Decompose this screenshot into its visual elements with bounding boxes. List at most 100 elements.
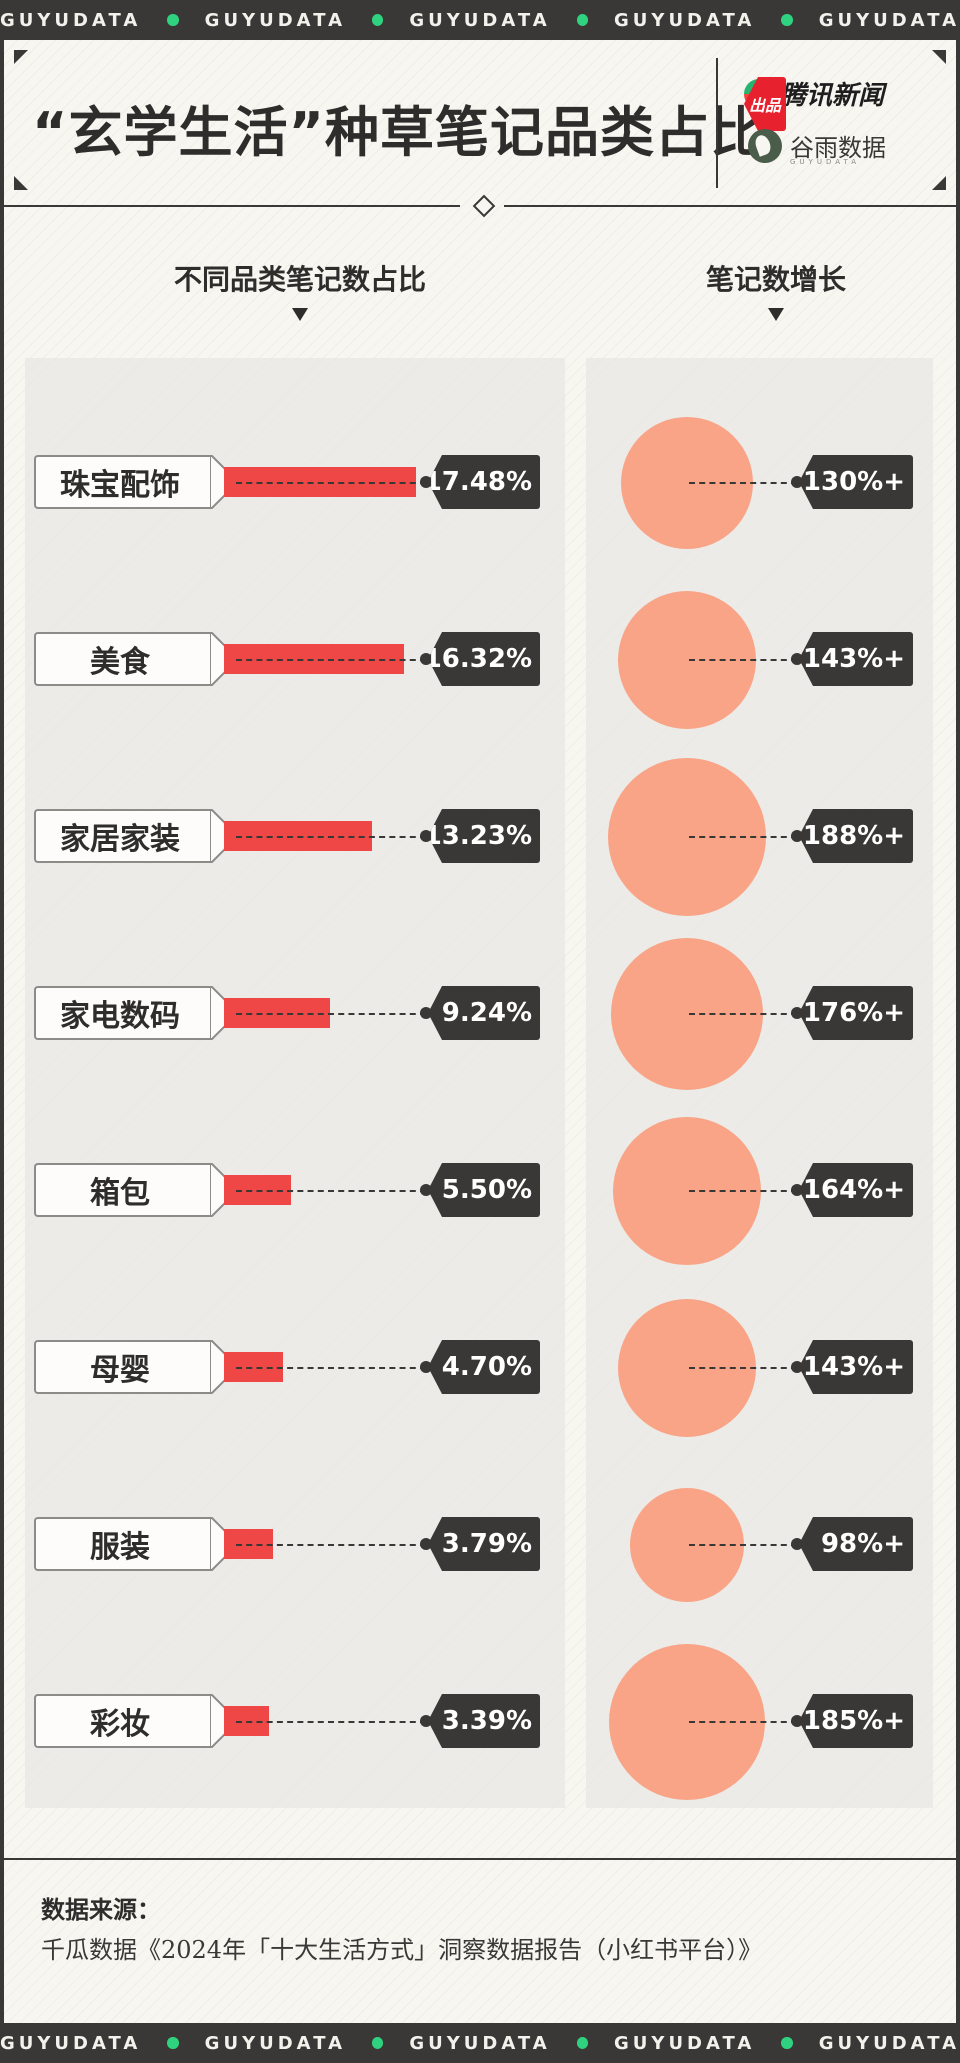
share-leader-knob	[420, 476, 432, 488]
growth-leader-knob	[791, 653, 803, 665]
corner-mark	[14, 176, 28, 190]
category-label: 家居家装	[34, 809, 212, 863]
brand-word: GUYUDATA	[818, 2032, 960, 2054]
share-leader-line	[236, 1544, 426, 1546]
category-label: 珠宝配饰	[34, 455, 212, 509]
share-leader-line	[236, 482, 426, 484]
category-label: 彩妆	[34, 1694, 212, 1748]
brand-word: GUYUDATA	[614, 2032, 756, 2054]
growth-value-tag: 164%+	[799, 1163, 913, 1217]
guyu-data-logo: 谷雨数据 GUYUDATA	[748, 128, 886, 166]
share-panel	[25, 358, 565, 1808]
green-dot-icon	[781, 14, 793, 26]
diamond-ornament	[472, 194, 496, 218]
share-leader-knob	[420, 1184, 432, 1196]
green-dot-icon	[576, 2037, 589, 2049]
category-label: 家电数码	[34, 986, 212, 1040]
guyu-leaf-icon	[748, 128, 782, 163]
growth-leader-knob	[791, 830, 803, 842]
growth-value-tag: 143%+	[799, 1340, 913, 1394]
tencent-news-name: 腾讯新闻	[780, 81, 885, 111]
infographic-page: “玄学生活”种草笔记品类占比 腾讯新闻 出品 谷雨数据 GUYUDATA 不同品…	[4, 40, 956, 2023]
header-divider	[716, 58, 718, 188]
bottom-brand-band: GUYUDATA GUYUDATA GUYUDATA GUYUDATA GUYUDATA	[0, 2023, 960, 2063]
category-label: 母婴	[34, 1340, 212, 1394]
share-value-tag: 3.79%	[428, 1517, 540, 1571]
brand-word: GUYUDATA	[409, 9, 551, 31]
share-value-tag: 5.50%	[428, 1163, 540, 1217]
category-label: 箱包	[34, 1163, 212, 1217]
guyu-data-name: 谷雨数据	[790, 134, 886, 162]
growth-leader-knob	[791, 1715, 803, 1727]
growth-value-tag: 188%+	[799, 809, 913, 863]
growth-leader-line	[689, 1190, 797, 1192]
share-value-tag: 3.39%	[428, 1694, 540, 1748]
brand-word: GUYUDATA	[818, 9, 960, 31]
growth-panel	[586, 358, 933, 1808]
right-column-heading-text: 笔记数增长	[705, 263, 846, 296]
chart-row: 家电数码 9.24% 176%+	[4, 938, 956, 1090]
green-dot-icon	[167, 2037, 179, 2049]
growth-leader-knob	[791, 1184, 803, 1196]
growth-leader-knob	[791, 476, 803, 488]
growth-value-tag: 143%+	[799, 632, 913, 686]
source-text: 千瓜数据《2024年「十大生活方式」洞察数据报告（小红书平台）》	[41, 1936, 763, 1964]
growth-value-tag: 176%+	[799, 986, 913, 1040]
header-rule-right	[504, 205, 956, 207]
footer-rule	[4, 1858, 956, 1860]
share-leader-knob	[420, 653, 432, 665]
left-column-heading-text: 不同品类笔记数占比	[173, 263, 426, 296]
green-dot-icon	[576, 14, 589, 26]
growth-leader-line	[689, 1367, 797, 1369]
growth-value-tag: 130%+	[799, 455, 913, 509]
growth-leader-line	[689, 482, 797, 484]
share-leader-line	[236, 1013, 426, 1015]
share-leader-knob	[420, 1715, 432, 1727]
share-leader-line	[236, 836, 426, 838]
growth-leader-line	[689, 1544, 797, 1546]
header-rule-left	[4, 205, 460, 207]
chart-row: 母婴 4.70% 143%+	[4, 1299, 956, 1437]
share-leader-knob	[420, 1007, 432, 1019]
chart-row: 箱包 5.50% 164%+	[4, 1117, 956, 1265]
category-label: 美食	[34, 632, 212, 686]
growth-value-tag: 98%+	[799, 1517, 913, 1571]
left-column-heading: 不同品类笔记数占比	[100, 258, 500, 321]
green-dot-icon	[372, 14, 384, 26]
growth-leader-line	[689, 1721, 797, 1723]
category-label: 服装	[34, 1517, 212, 1571]
growth-leader-line	[689, 836, 797, 838]
growth-leader-knob	[791, 1538, 803, 1550]
growth-leader-line	[689, 1013, 797, 1015]
chart-row: 彩妆 3.39% 185%+	[4, 1644, 956, 1800]
guyu-data-sub: GUYUDATA	[790, 158, 860, 166]
share-leader-line	[236, 1367, 426, 1369]
green-dot-icon	[167, 14, 179, 26]
share-leader-line	[236, 1721, 426, 1723]
chart-row: 美食 16.32% 143%+	[4, 591, 956, 729]
growth-value-tag: 185%+	[799, 1694, 913, 1748]
chart-row: 家居家装 13.23% 188%+	[4, 758, 956, 916]
share-value-tag: 16.32%	[428, 632, 540, 686]
down-arrow-icon	[292, 308, 308, 321]
growth-leader-knob	[791, 1361, 803, 1373]
growth-leader-knob	[791, 1007, 803, 1019]
growth-leader-line	[689, 659, 797, 661]
share-value-tag: 4.70%	[428, 1340, 540, 1394]
share-leader-line	[236, 659, 426, 661]
chart-row: 服装 3.79% 98%+	[4, 1488, 956, 1602]
share-value-tag: 17.48%	[428, 455, 540, 509]
corner-mark	[932, 176, 946, 190]
green-dot-icon	[372, 2037, 384, 2049]
brand-word: GUYUDATA	[614, 9, 756, 31]
top-brand-band: GUYUDATA GUYUDATA GUYUDATA GUYUDATA GUYUDATA	[0, 0, 960, 40]
share-value-tag: 13.23%	[428, 809, 540, 863]
share-leader-knob	[420, 830, 432, 842]
chart-row: 珠宝配饰 17.48% 130%+	[4, 417, 956, 549]
brand-word: GUYUDATA	[204, 9, 346, 31]
brand-word: GUYUDATA	[204, 2032, 346, 2054]
share-leader-knob	[420, 1538, 432, 1550]
share-value-tag: 9.24%	[428, 986, 540, 1040]
source-label: 数据来源：	[41, 1896, 161, 1924]
brand-word: GUYUDATA	[0, 2032, 142, 2054]
